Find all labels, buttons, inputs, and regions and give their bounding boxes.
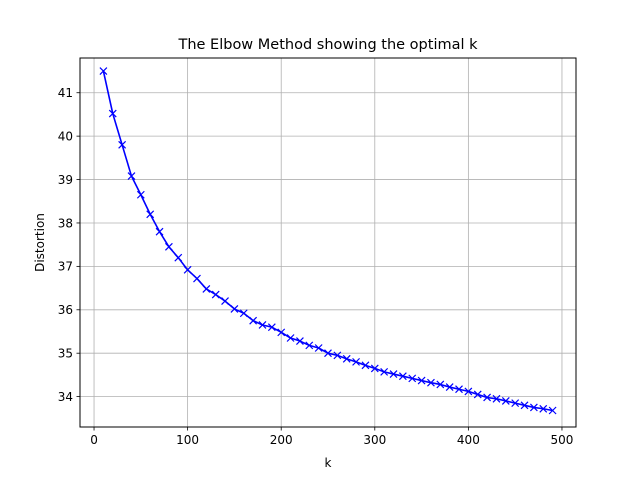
data-point-marker xyxy=(183,265,192,274)
y-tick-label: 34 xyxy=(58,390,73,404)
data-point-marker xyxy=(108,109,117,118)
data-point-marker xyxy=(427,378,435,387)
y-tick-label: 35 xyxy=(58,347,73,361)
data-point-marker xyxy=(267,323,276,332)
data-point-marker xyxy=(455,385,463,394)
y-tick-label: 40 xyxy=(58,129,73,143)
data-point-marker xyxy=(520,401,529,410)
chart-title: The Elbow Method showing the optimal k xyxy=(177,37,478,53)
data-point-marker xyxy=(277,328,286,337)
data-point-marker xyxy=(501,397,510,405)
data-point-marker xyxy=(389,370,398,378)
data-point-marker xyxy=(202,285,211,293)
x-axis-label: k xyxy=(325,456,332,470)
data-point-marker xyxy=(211,290,220,299)
x-tick-label: 300 xyxy=(363,433,386,447)
plot-frame xyxy=(79,57,577,428)
data-point-marker xyxy=(193,274,201,283)
data-point-marker xyxy=(286,334,295,342)
data-point-marker xyxy=(436,380,445,389)
data-point-marker xyxy=(445,383,454,391)
data-point-marker xyxy=(296,337,304,345)
data-point-marker xyxy=(146,210,155,219)
data-point-marker xyxy=(473,390,482,399)
data-point-marker xyxy=(511,399,520,408)
data-point-marker xyxy=(136,190,145,199)
y-axis-label: Distortion xyxy=(33,213,47,272)
data-point-marker xyxy=(408,374,417,383)
data-point-marker xyxy=(361,361,370,370)
data-point-marker xyxy=(127,172,136,181)
data-point-marker xyxy=(249,316,258,325)
data-point-marker xyxy=(380,367,389,376)
x-tick-label: 200 xyxy=(270,433,293,447)
data-point-marker xyxy=(370,364,379,373)
y-tick-label: 37 xyxy=(58,260,73,274)
data-point-marker xyxy=(539,404,548,413)
data-point-marker xyxy=(483,393,492,402)
data-point-marker xyxy=(352,357,360,366)
x-tick-label: 500 xyxy=(551,433,574,447)
ticks: 0 100 200 300 400 500 34 35 36 37 38 39 40 41 xyxy=(58,86,574,447)
data-point-marker xyxy=(417,376,426,385)
data-point-marker xyxy=(333,351,342,360)
data-point-marker xyxy=(398,372,407,381)
x-tick-label: 0 xyxy=(90,433,98,447)
data-point-marker xyxy=(324,349,332,358)
data-point-marker xyxy=(314,344,323,352)
y-tick-label: 36 xyxy=(58,303,73,317)
data-point-marker xyxy=(492,394,501,403)
data-point-marker xyxy=(164,242,173,251)
data-layer xyxy=(99,67,557,415)
data-point-marker xyxy=(342,354,351,363)
data-point-marker xyxy=(239,309,248,318)
data-point-marker xyxy=(155,227,164,236)
grid xyxy=(80,58,576,427)
data-point-marker xyxy=(464,387,473,396)
data-point-marker xyxy=(529,403,538,412)
data-point-marker xyxy=(305,341,314,350)
data-point-marker xyxy=(221,297,229,306)
data-point-marker xyxy=(548,406,557,415)
x-tick-label: 400 xyxy=(457,433,480,447)
y-tick-label: 38 xyxy=(58,216,73,230)
y-tick-label: 39 xyxy=(58,173,73,187)
data-point-marker xyxy=(174,253,183,262)
data-point-marker xyxy=(99,67,108,75)
data-point-marker xyxy=(118,140,127,149)
y-tick-label: 41 xyxy=(58,86,73,100)
data-point-marker xyxy=(258,321,267,329)
x-tick-label: 100 xyxy=(176,433,199,447)
data-point-marker xyxy=(230,304,239,313)
